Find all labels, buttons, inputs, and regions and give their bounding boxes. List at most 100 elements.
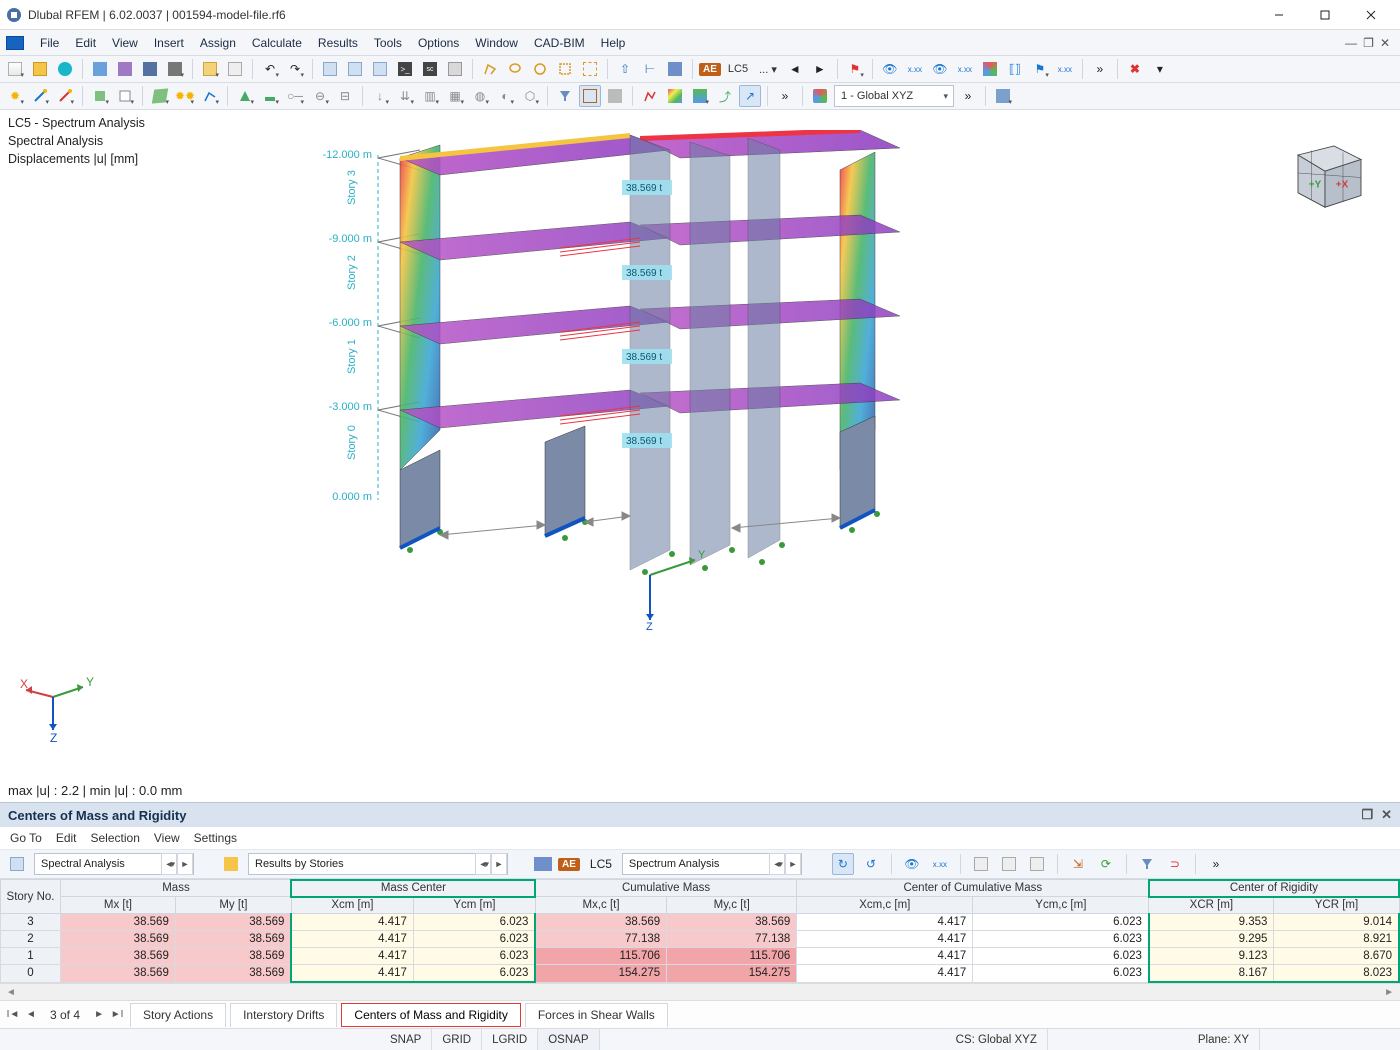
menu-view[interactable]: View [104,33,146,53]
flag-button[interactable]: ⚑ [844,58,866,80]
lc-more[interactable]: ... ▾ [755,62,781,77]
menu-window[interactable]: Window [467,33,526,53]
panel-undock-icon[interactable]: ❐ [1361,807,1373,823]
table-row[interactable]: 038.56938.5694.4176.023154.275154.2754.4… [1,965,1400,983]
mdi-close-icon[interactable]: ✕ [1380,36,1390,50]
pt-eye[interactable]: 👁 [901,853,923,875]
pt-icon2[interactable] [220,853,242,875]
member-new-button[interactable] [54,85,76,107]
diagram-button[interactable] [639,85,661,107]
view-settings-button[interactable] [992,85,1014,107]
contour-button[interactable] [664,85,686,107]
dim-xxx-button[interactable]: x.xx [904,58,926,80]
menu-options[interactable]: Options [410,33,467,53]
select-window-button[interactable] [554,58,576,80]
tab-last-button[interactable]: ►I [108,1005,126,1025]
select-related-button[interactable] [579,58,601,80]
open-file-button[interactable] [29,58,51,80]
lineset-button[interactable] [199,85,221,107]
menu-calculate[interactable]: Calculate [244,33,310,53]
load-surface-button[interactable]: ▦ [444,85,466,107]
overflow-1-button[interactable]: » [1089,58,1111,80]
menu-file[interactable]: File [32,33,67,53]
clip-view-button[interactable] [604,85,626,107]
solid-new-button[interactable] [149,85,171,107]
opening-new-button[interactable] [114,85,136,107]
insert-node-button[interactable]: ⊢ [639,58,661,80]
load-node-button[interactable]: ↓ [369,85,391,107]
maximize-button[interactable] [1302,0,1348,30]
navigator-button[interactable] [344,58,366,80]
panel-menu-edit[interactable]: Edit [56,831,77,845]
iso-button[interactable] [689,85,711,107]
table-button[interactable] [319,58,341,80]
tab-centers-of-mass-and-rigidity[interactable]: Centers of Mass and Rigidity [341,1003,520,1027]
block-manager-button[interactable] [114,58,136,80]
mdi-minimize-icon[interactable]: — [1345,36,1357,50]
table-row[interactable]: 238.56938.5694.4176.02377.13877.1384.417… [1,931,1400,948]
menu-edit[interactable]: Edit [67,33,104,53]
undo-button[interactable]: ↶ [259,58,281,80]
mdi-restore-icon[interactable]: ❐ [1363,36,1374,50]
tab-forces-in-shear-walls[interactable]: Forces in Shear Walls [525,1003,668,1027]
load-free-button[interactable]: ◐ [494,85,516,107]
pt-select-lc[interactable]: Spectrum Analysis◄► [622,853,802,875]
console-button[interactable]: >_ [394,58,416,80]
nodes-multi-button[interactable]: ✹✹ [174,85,196,107]
results-table[interactable]: Story No. Mass Mass Center Cumulative Ma… [0,879,1400,983]
panel-menu-settings[interactable]: Settings [194,831,237,845]
delete-button[interactable]: ✖ [1124,58,1146,80]
tab-next-button[interactable]: ► [90,1005,108,1025]
flag2-button[interactable]: ⚑ [1029,58,1051,80]
refresh-button[interactable] [54,58,76,80]
support-node-button[interactable] [234,85,256,107]
tab-story-actions[interactable]: Story Actions [130,1003,226,1027]
pt-select-analysis[interactable]: Spectral Analysis◄► [34,853,194,875]
overflow-end-button[interactable]: ▾ [1149,58,1171,80]
panel-button[interactable] [369,58,391,80]
menu-cad-bim[interactable]: CAD-BIM [526,33,593,53]
pt-dim[interactable]: x.xx [929,853,951,875]
grid-color-button[interactable] [979,58,1001,80]
pt-filter[interactable] [1136,853,1158,875]
sb-osnap[interactable]: OSNAP [538,1029,599,1050]
tab-prev-button[interactable]: ◄ [22,1005,40,1025]
model-manager-button[interactable] [89,58,111,80]
node-new-button[interactable]: ✹ [4,85,26,107]
new-file-button[interactable] [4,58,26,80]
hscrollbar[interactable]: ◄► [0,983,1400,1000]
menu-assign[interactable]: Assign [192,33,244,53]
panel-menu-selection[interactable]: Selection [91,831,140,845]
eye-2-button[interactable]: 👁 [929,58,951,80]
bracket-button[interactable]: ⟦⟧ [1004,58,1026,80]
lc-next-button[interactable]: ► [809,58,831,80]
close-button[interactable] [1348,0,1394,30]
rigid-link-button[interactable]: ⊟ [334,85,356,107]
select-poly-button[interactable] [479,58,501,80]
pt-overflow[interactable]: » [1205,853,1227,875]
menu-results[interactable]: Results [310,33,366,53]
print-button[interactable] [164,58,186,80]
section-view-button[interactable] [579,85,601,107]
overflow-3-button[interactable]: » [957,85,979,107]
panel-menu-view[interactable]: View [154,831,180,845]
tab-first-button[interactable]: I◄ [4,1005,22,1025]
panel-close-icon[interactable]: ✕ [1381,807,1392,823]
overflow-2-button[interactable]: » [774,85,796,107]
pt-export[interactable]: ⇲ [1067,853,1089,875]
color-button[interactable] [664,58,686,80]
script-button[interactable]: sc [419,58,441,80]
table-row[interactable]: 338.56938.5694.4176.02338.56938.5694.417… [1,914,1400,931]
pt-toggle-2[interactable]: ↺ [860,853,882,875]
eye-1-button[interactable]: 👁 [879,58,901,80]
viewport[interactable]: LC5 - Spectrum Analysis Spectral Analysi… [0,110,1400,802]
pt-icon1[interactable] [6,853,28,875]
lc-prev-button[interactable]: ◄ [784,58,806,80]
filter-button[interactable] [554,85,576,107]
pt-table1[interactable] [970,853,992,875]
select-lasso-button[interactable] [504,58,526,80]
tab-interstory-drifts[interactable]: Interstory Drifts [230,1003,337,1027]
load-line-button[interactable]: ⇊ [394,85,416,107]
support-line-button[interactable] [259,85,281,107]
surface-new-button[interactable] [89,85,111,107]
